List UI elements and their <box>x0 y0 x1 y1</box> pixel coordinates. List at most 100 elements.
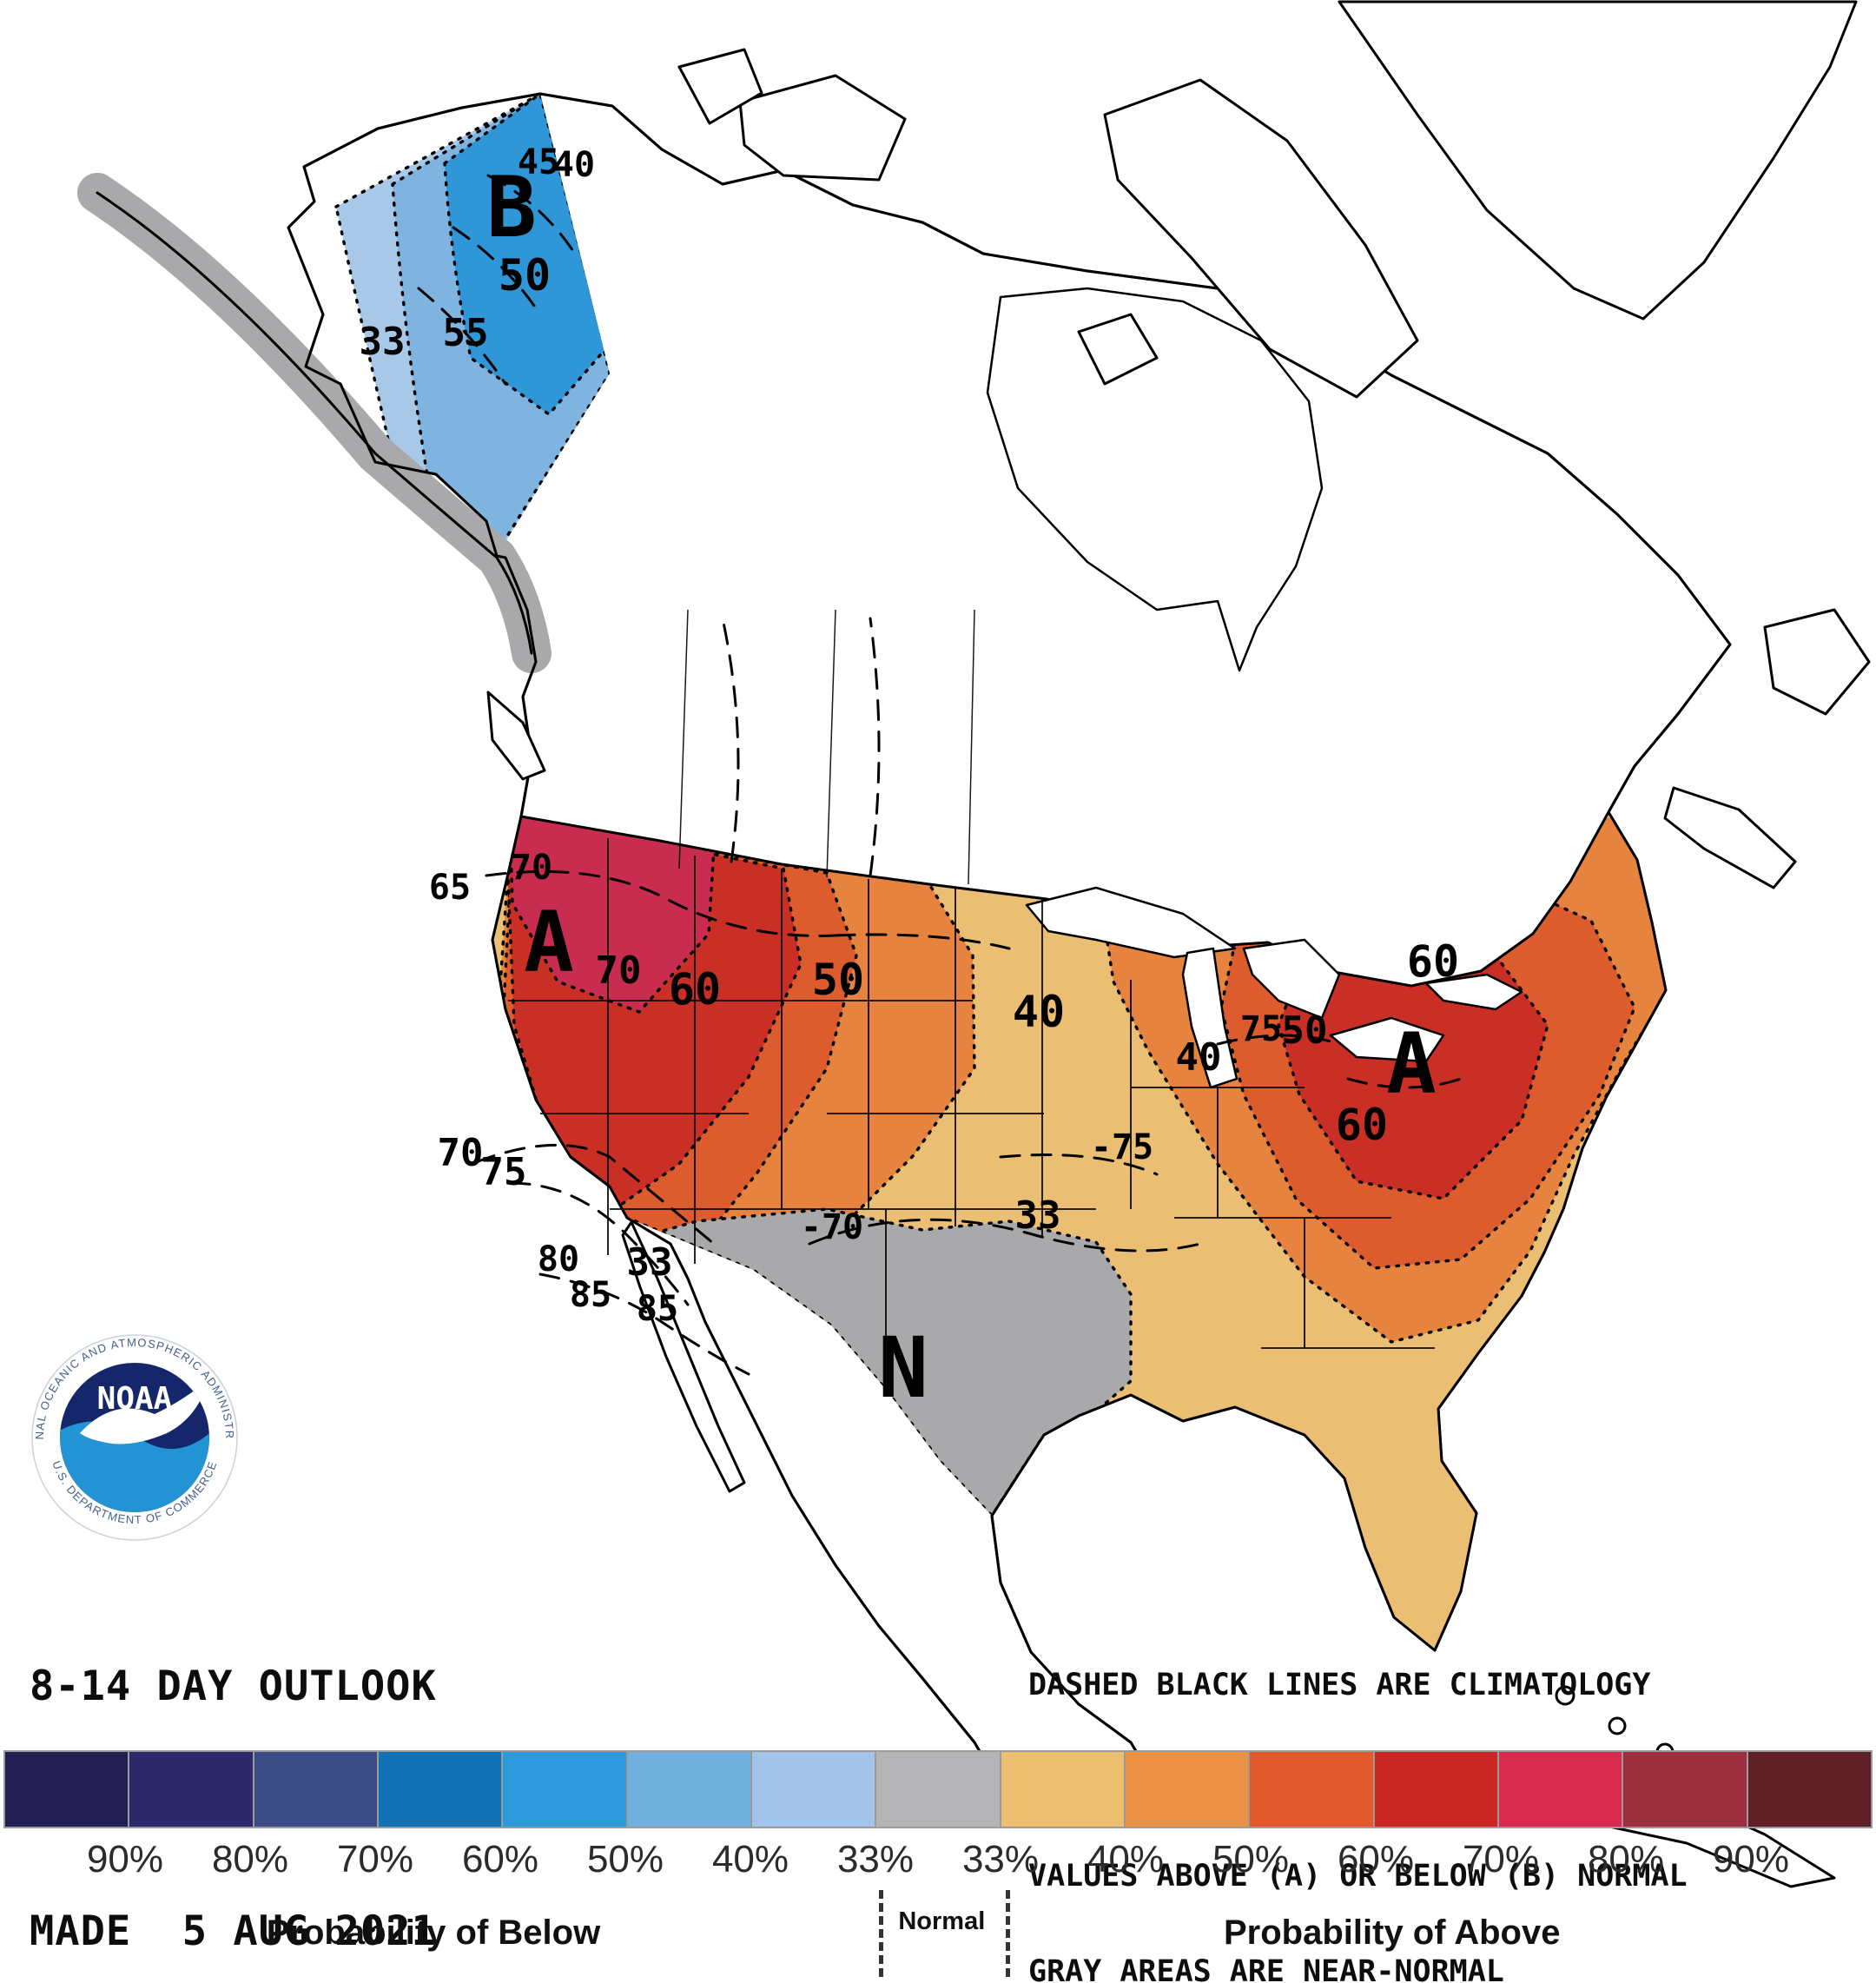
legend-tick-label: 50% <box>1212 1838 1290 1881</box>
lake-erie <box>1329 1016 1445 1063</box>
contour-label: 60 <box>669 964 721 1015</box>
contour-label: 65 <box>429 868 471 908</box>
legend-tick-label: 80% <box>211 1838 289 1881</box>
newfoundland <box>1763 608 1871 716</box>
legend-cell <box>378 1752 504 1827</box>
near-normal-region <box>576 1207 1133 1517</box>
legend-cell <box>1125 1752 1251 1827</box>
contour-label: 85 <box>637 1289 678 1329</box>
contour-label: 33 <box>1015 1193 1061 1238</box>
nova-scotia <box>1663 786 1797 889</box>
legend-colorbar <box>3 1750 1873 1828</box>
greenland <box>1338 0 1858 321</box>
contour-label: 70 <box>511 848 552 888</box>
legend-tick-label: 60% <box>461 1838 539 1881</box>
noaa-seagull-icon <box>80 1379 208 1444</box>
legend-tick-label: 70% <box>336 1838 414 1881</box>
contour-label: 75 <box>481 1150 527 1194</box>
legend-tick-label: 90% <box>86 1838 164 1881</box>
legend-tick-label: 50% <box>586 1838 664 1881</box>
noaa-emblem-wave <box>60 1421 209 1512</box>
province-borders <box>678 609 975 885</box>
state-borders <box>508 838 1435 1391</box>
contour-label: 85 <box>570 1275 611 1315</box>
legend-cell <box>5 1752 130 1827</box>
note-line: DASHED BLACK LINES ARE CLIMATOLOGY <box>1028 1667 1651 1702</box>
contour-label: 75 <box>1240 1009 1282 1049</box>
noaa-acronym: NOAA <box>97 1381 173 1417</box>
contour-label: 40 <box>1013 987 1065 1037</box>
contour-label: 40 <box>553 145 595 185</box>
legend-tick-label: 80% <box>1587 1838 1665 1881</box>
contour-label: 60 <box>1407 936 1459 987</box>
contour-label: 70 <box>596 949 642 993</box>
contour-label: 55 <box>443 311 489 355</box>
bahamas-island <box>1608 1716 1627 1735</box>
contour-label: 60 <box>1336 1100 1388 1150</box>
contour-label: 33 <box>360 320 406 364</box>
caption-probability-of-above: Probability of Above <box>1223 1914 1561 1952</box>
legend-tick-label: 90% <box>1712 1838 1790 1881</box>
normal-divider-right <box>1006 1890 1010 1977</box>
legend-cell <box>627 1752 752 1827</box>
landmass-outline <box>287 92 1732 1774</box>
legend-cell <box>1747 1752 1871 1827</box>
contour-label: 50 <box>1282 1008 1328 1053</box>
contour-label: 33 <box>627 1240 673 1285</box>
vancouver-island <box>486 691 546 781</box>
legend-tick-label: 60% <box>1337 1838 1415 1881</box>
contour-label: B <box>486 159 537 256</box>
contour-label: 50 <box>499 250 551 301</box>
legend-tick-label: 33% <box>961 1838 1040 1881</box>
legend-cell <box>254 1752 379 1827</box>
lake-michigan <box>1181 947 1239 1089</box>
caption-normal: Normal <box>898 1907 986 1935</box>
contour-label: 70 <box>438 1131 484 1175</box>
banks-island <box>677 48 763 125</box>
legend-cell <box>503 1752 628 1827</box>
normal-divider-left <box>879 1890 883 1977</box>
contour-label: N <box>878 1319 928 1417</box>
above-normal-region-west-80 <box>509 812 716 1014</box>
legend-tick-label: 70% <box>1462 1838 1540 1881</box>
below-normal-region-50 <box>443 94 607 416</box>
caption-probability-of-below: Probability of Below <box>266 1914 601 1952</box>
legend-tick-label: 33% <box>836 1838 915 1881</box>
legend-tick-labels: 90% 80% 70% 60% 50% 40% 33% 33% 40% 50% 60% 70% 80% 9… <box>0 1838 1876 1885</box>
legend-cell <box>1001 1752 1126 1827</box>
legend-cell <box>1498 1752 1624 1827</box>
legend-tick-label: 40% <box>711 1838 789 1881</box>
legend-note-block: DASHED BLACK LINES ARE CLIMATOLOGY (DEG … <box>1028 1605 1688 1983</box>
contour-label: 40 <box>1176 1035 1222 1080</box>
baffin-island <box>1103 78 1419 399</box>
title-line: MADE 5 AUG 2021 <box>30 1907 437 1955</box>
legend-tick-label: 40% <box>1087 1838 1165 1881</box>
lake-ontario <box>1424 973 1523 1011</box>
southampton-island <box>1077 313 1159 386</box>
baja-california <box>621 1220 746 1493</box>
legend-cell <box>1623 1752 1748 1827</box>
legend-cell <box>876 1752 1001 1827</box>
title-line: 8-14 DAY OUTLOOK <box>30 1662 437 1710</box>
contour-label: A <box>524 894 574 991</box>
contour-label: 50 <box>812 955 864 1005</box>
contour-label: -70 <box>801 1207 863 1247</box>
contour-label: 80 <box>538 1239 579 1279</box>
contour-label: A <box>1386 1015 1437 1113</box>
bahamas-island <box>1555 1685 1575 1706</box>
legend-cell <box>1250 1752 1375 1827</box>
lake-huron <box>1242 938 1341 1020</box>
legend-cell <box>1374 1752 1499 1827</box>
contour-label: 45 <box>518 142 559 182</box>
contour-label: -75 <box>1091 1127 1153 1167</box>
note-line: VALUES ABOVE (A) OR BELOW (B) NORMAL <box>1028 1859 1688 1894</box>
legend-cell <box>751 1752 877 1827</box>
hudson-bay <box>986 287 1324 672</box>
climatology-dashed-lines <box>417 174 1463 1376</box>
note-line: GRAY AREAS ARE NEAR-NORMAL <box>1028 1954 1504 1983</box>
victoria-island <box>738 74 907 182</box>
legend-cell <box>129 1752 254 1827</box>
